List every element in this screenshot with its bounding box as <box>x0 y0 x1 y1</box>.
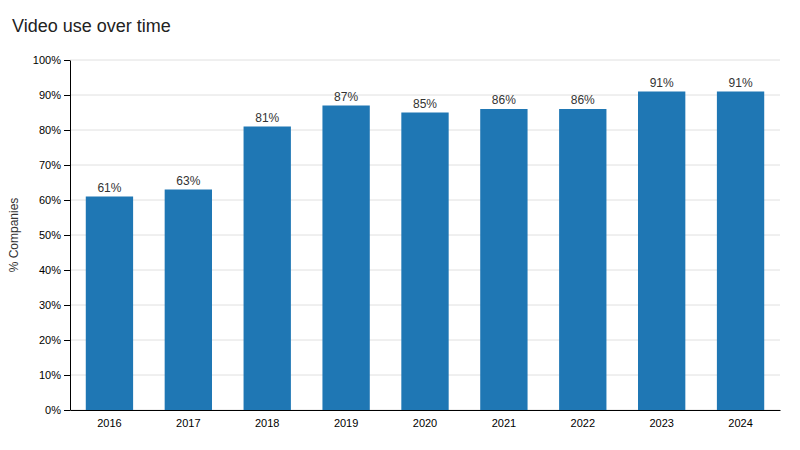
y-tick-label: 90% <box>39 89 61 101</box>
y-tick-mark <box>64 60 70 61</box>
y-axis-line <box>70 61 71 411</box>
y-tick-label: 30% <box>39 299 61 311</box>
y-tick-mark <box>64 235 70 236</box>
y-tick-label: 70% <box>39 159 61 171</box>
data-label: 61% <box>97 181 121 195</box>
chart-container: 61%63%81%87%85%86%86%91%91%2016201720182… <box>0 0 800 450</box>
y-tick: 80% <box>39 124 70 136</box>
y-tick-label: 40% <box>39 264 61 276</box>
data-label: 91% <box>729 76 753 90</box>
y-axis-title: % Companies <box>7 198 21 273</box>
x-tick-label: 2023 <box>649 417 673 429</box>
data-labels: 61% 63% 81% 87% 85% 86% 86% 91% 91% <box>97 76 752 195</box>
x-tick: 2022 <box>571 417 595 429</box>
bar <box>401 113 448 411</box>
y-tick-label: 20% <box>39 334 61 346</box>
bars <box>86 92 764 411</box>
y-tick-mark <box>64 200 70 201</box>
data-label: 86% <box>571 93 595 107</box>
y-tick-mark <box>64 165 70 166</box>
y-tick-mark <box>64 130 70 131</box>
y-tick: 10% <box>39 369 70 381</box>
x-tick: 2024 <box>728 417 752 429</box>
y-tick: 60% <box>39 194 70 206</box>
y-tick: 0% <box>45 404 70 416</box>
y-tick: 30% <box>39 299 70 311</box>
grid-line <box>70 60 780 61</box>
y-tick-label: 80% <box>39 124 61 136</box>
x-tick-label: 2017 <box>176 417 200 429</box>
y-tick: 90% <box>39 89 70 101</box>
chart-svg: 61%63%81%87%85%86%86%91%91%2016201720182… <box>0 0 800 450</box>
x-tick: 2021 <box>492 417 516 429</box>
plot-area: 61%63%81%87%85%86%86%91%91%2016201720182… <box>33 54 781 429</box>
bar <box>165 190 212 411</box>
bar <box>638 92 685 411</box>
data-label: 87% <box>334 90 358 104</box>
x-tick-label: 2024 <box>728 417 752 429</box>
y-tick: 50% <box>39 229 70 241</box>
x-tick-label: 2016 <box>97 417 121 429</box>
x-tick-label: 2020 <box>413 417 437 429</box>
x-tick: 2019 <box>334 417 358 429</box>
y-tick-label: 50% <box>39 229 61 241</box>
data-label: 86% <box>492 93 516 107</box>
x-tick: 2018 <box>255 417 279 429</box>
y-axis: 0% 10% 20% 30% 40% 50% 60% 70% 80% 90% 100% <box>33 54 71 416</box>
x-tick-label: 2018 <box>255 417 279 429</box>
x-tick-label: 2019 <box>334 417 358 429</box>
y-tick: 40% <box>39 264 70 276</box>
y-tick-label: 60% <box>39 194 61 206</box>
data-label: 91% <box>650 76 674 90</box>
y-tick: 70% <box>39 159 70 171</box>
y-tick-mark <box>64 270 70 271</box>
y-tick-mark <box>64 305 70 306</box>
y-tick-mark <box>64 95 70 96</box>
y-tick: 20% <box>39 334 70 346</box>
x-axis-line <box>71 410 781 411</box>
y-tick-mark <box>64 375 70 376</box>
bar <box>480 109 527 410</box>
data-label: 63% <box>176 174 200 188</box>
bar <box>244 127 291 411</box>
x-tick: 2020 <box>413 417 437 429</box>
data-label: 81% <box>255 111 279 125</box>
data-label: 85% <box>413 97 437 111</box>
grid <box>70 60 780 410</box>
x-tick-label: 2022 <box>571 417 595 429</box>
bar <box>322 106 369 411</box>
y-tick: 100% <box>33 54 70 66</box>
x-axis: 2016 2017 2018 2019 2020 2021 2022 2023 2024 <box>71 411 781 429</box>
x-tick-label: 2021 <box>492 417 516 429</box>
y-tick-label: 0% <box>45 404 61 416</box>
bar <box>559 109 606 410</box>
x-tick: 2017 <box>176 417 200 429</box>
bar <box>86 197 133 411</box>
x-tick: 2016 <box>97 417 121 429</box>
y-tick-label: 100% <box>33 54 61 66</box>
y-tick-label: 10% <box>39 369 61 381</box>
chart-title: Video use over time <box>12 16 171 36</box>
x-tick: 2023 <box>649 417 673 429</box>
bar <box>717 92 764 411</box>
y-tick-mark <box>64 340 70 341</box>
y-tick-mark <box>64 410 70 411</box>
